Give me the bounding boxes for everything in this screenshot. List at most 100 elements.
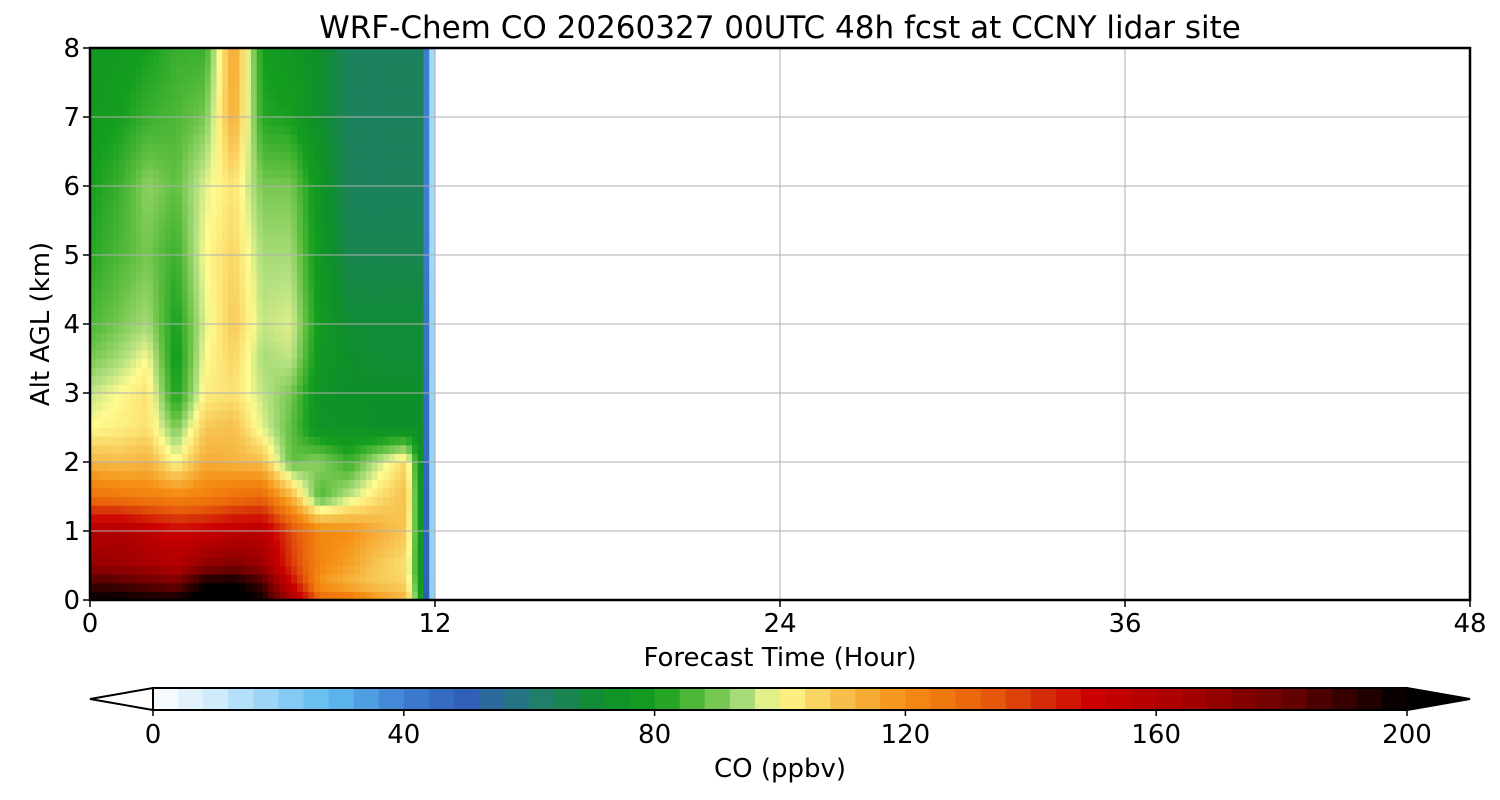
heatmap-cell [170,556,177,567]
heatmap-cell [291,211,298,222]
heatmap-cell [193,349,200,360]
heatmap-cell [331,393,338,403]
heatmap-cell [182,393,189,403]
heatmap-cell [176,453,183,463]
heatmap-cell [205,134,212,144]
heatmap-cell [268,91,275,101]
heatmap-cell [400,306,407,316]
heatmap-cell [337,246,344,256]
heatmap-cell [383,375,390,385]
heatmap-cell [164,358,172,368]
heatmap-cell [153,444,160,454]
heatmap-cell [90,298,97,308]
heatmap-cell [371,427,379,437]
heatmap-cell [417,65,425,75]
heatmap-cell [279,565,287,575]
heatmap-cell [199,513,206,523]
heatmap-cell [130,393,137,403]
heatmap-cell [193,496,200,506]
heatmap-cell [417,418,425,429]
heatmap-cell [412,255,419,265]
heatmap-cell [239,272,246,282]
heatmap-cell [389,591,396,600]
heatmap-cell [199,65,206,75]
heatmap-cell [205,220,212,230]
heatmap-cell [268,324,275,334]
heatmap-cell [222,505,229,515]
heatmap-cell [130,142,137,153]
heatmap-cell [210,487,218,498]
heatmap-cell [302,65,310,75]
heatmap-cell [101,401,108,411]
heatmap-cell [366,194,373,204]
heatmap-cell [325,349,333,360]
heatmap-cell [417,324,425,334]
heatmap-cell [360,151,367,161]
heatmap-cell [429,220,436,230]
heatmap-cell [107,401,114,411]
heatmap-cell [354,556,361,567]
heatmap-cell [297,539,304,549]
heatmap-cell [389,272,396,282]
heatmap-cell [216,565,223,575]
heatmap-cell [233,582,241,592]
heatmap-cell [285,99,292,109]
heatmap-cell [377,142,384,153]
heatmap-cell [251,99,258,109]
heatmap-cell [412,393,419,403]
x-tick-label: 0 [82,609,99,639]
heatmap-cell [239,99,246,109]
heatmap-cell [95,582,103,592]
heatmap-cell [383,358,390,368]
heatmap-cell [274,341,281,351]
heatmap-cell [228,375,235,385]
heatmap-cell [118,582,126,592]
heatmap-cell [394,48,402,58]
heatmap-cell [268,237,275,247]
heatmap-cell [222,280,229,291]
heatmap-cell [308,99,315,109]
heatmap-cell [124,574,131,584]
heatmap-cell [291,168,298,178]
heatmap-cell [285,211,292,222]
heatmap-cell [302,298,310,308]
heatmap-cell [406,125,413,135]
heatmap-cell [394,513,402,523]
heatmap-cell [130,73,137,84]
heatmap-cell [331,82,338,92]
heatmap-cell [107,418,114,429]
heatmap-cell [274,177,281,187]
heatmap-cell [291,177,298,187]
heatmap-cell [297,272,304,282]
heatmap-cell [170,186,177,196]
heatmap-cell [90,513,97,523]
heatmap-cell [205,384,212,394]
heatmap-cell [199,306,206,316]
heatmap-cell [153,203,160,213]
heatmap-cell [429,246,436,256]
heatmap-cell [262,186,269,196]
heatmap-cell [429,548,436,558]
heatmap-cell [377,108,384,118]
heatmap-cell [371,436,379,446]
heatmap-cell [366,418,373,429]
heatmap-cell [193,99,200,109]
heatmap-cell [118,306,126,316]
heatmap-cell [182,565,189,575]
heatmap-cell [377,393,384,403]
heatmap-cell [279,479,287,489]
heatmap-cell [337,375,344,385]
heatmap-cell [320,82,327,92]
heatmap-cell [360,125,367,135]
heatmap-cell [118,487,126,498]
heatmap-cell [337,315,344,325]
heatmap-cell [354,91,361,101]
heatmap-cell [325,410,333,420]
heatmap-cell [406,211,413,222]
heatmap-cell [130,522,137,532]
heatmap-cell [371,513,379,523]
heatmap-cell [164,220,172,230]
heatmap-cell [107,246,114,256]
heatmap-cell [113,194,120,204]
heatmap-cell [130,298,137,308]
